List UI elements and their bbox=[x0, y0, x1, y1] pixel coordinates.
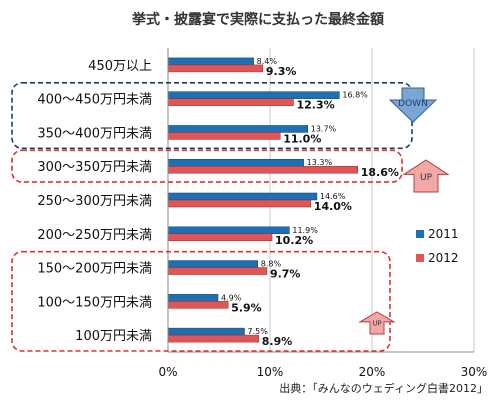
bar-2011 bbox=[167, 294, 219, 302]
bar-2012 bbox=[167, 334, 260, 343]
bar-2011 bbox=[167, 125, 308, 133]
up-arrow-icon bbox=[402, 159, 450, 193]
data-label-2012: 14.0% bbox=[314, 200, 352, 213]
legend-label-2012: 2012 bbox=[428, 251, 459, 265]
bar-2011 bbox=[167, 158, 304, 167]
legend-swatch-2011 bbox=[416, 230, 424, 238]
bar-2012 bbox=[167, 267, 268, 275]
annotation-label: DOWN bbox=[398, 99, 428, 109]
bar-2011 bbox=[167, 57, 254, 66]
bar-2011 bbox=[167, 327, 245, 336]
up-arrow-icon bbox=[358, 311, 396, 335]
bar-2012 bbox=[167, 165, 358, 174]
data-label-2012: 12.3% bbox=[296, 99, 334, 112]
category-label: 100〜150万円未満 bbox=[37, 295, 152, 310]
down-arrow-icon bbox=[388, 87, 438, 123]
data-label-2012: 5.9% bbox=[231, 301, 262, 314]
data-label-2011: 11.9% bbox=[292, 226, 318, 235]
category-label: 250〜300万円未満 bbox=[37, 194, 152, 209]
data-label-2012: 9.3% bbox=[266, 65, 297, 78]
category-label: 400〜450万円未満 bbox=[37, 93, 152, 108]
source-note: 出典：「みんなのウェディング白書2012」 bbox=[279, 381, 488, 395]
data-label-2011: 13.7% bbox=[311, 124, 337, 133]
bar-2011 bbox=[167, 260, 259, 268]
data-label-2011: 7.5% bbox=[248, 327, 269, 336]
plot-area: 450万以上 8.4%9.3% 400〜450万円未満 16.8% 12.3% 350〜4… bbox=[11, 48, 488, 379]
category-label: 300〜350万円未満 bbox=[37, 160, 152, 175]
data-label-2011: 14.6% bbox=[320, 192, 346, 201]
bar-2011 bbox=[167, 226, 290, 235]
data-label-2011: 8.4% bbox=[257, 57, 278, 66]
annotation-label: UP bbox=[372, 320, 381, 328]
annotation-box-up bbox=[11, 149, 403, 183]
data-label-2011: 16.8% bbox=[342, 91, 368, 100]
bar-2012 bbox=[167, 199, 312, 208]
category-label: 350〜400万円未満 bbox=[37, 126, 152, 141]
bar-2012 bbox=[167, 64, 264, 73]
category-label: 150〜200万円未満 bbox=[37, 262, 152, 277]
data-label-2012: 8.9% bbox=[262, 335, 293, 348]
bar-2012 bbox=[167, 233, 273, 242]
x-tick-label: 0% bbox=[158, 365, 177, 379]
data-label-2012: 11.0% bbox=[283, 132, 321, 145]
bar-2012 bbox=[167, 301, 229, 309]
x-tick-label: 10% bbox=[257, 365, 284, 379]
legend-swatch-2012 bbox=[416, 254, 424, 262]
data-label-2012: 10.2% bbox=[275, 234, 313, 247]
legend-label-2011: 2011 bbox=[428, 227, 459, 241]
x-tick-label: 30% bbox=[461, 365, 488, 379]
category-label: 450万以上 bbox=[88, 59, 152, 74]
x-tick-label: 20% bbox=[359, 365, 386, 379]
annotation-box-up bbox=[11, 250, 391, 352]
bar-2012 bbox=[167, 132, 281, 140]
category-label: 100万円未満 bbox=[75, 329, 152, 344]
annotation-label: UP bbox=[420, 173, 433, 183]
data-label-2011: 4.9% bbox=[221, 293, 242, 302]
bar-2011 bbox=[167, 192, 318, 201]
chart-title: 挙式・披露宴で実際に支払った最終金額 bbox=[131, 11, 384, 28]
data-label-2012: 18.6% bbox=[361, 166, 399, 179]
bar-2012 bbox=[167, 98, 294, 106]
data-label-2011: 13.3% bbox=[307, 158, 333, 167]
data-label-2011: 8.8% bbox=[261, 260, 282, 269]
data-label-2012: 9.7% bbox=[270, 268, 301, 281]
category-label: 200〜250万円未満 bbox=[37, 228, 152, 243]
bar-2011 bbox=[167, 91, 340, 99]
